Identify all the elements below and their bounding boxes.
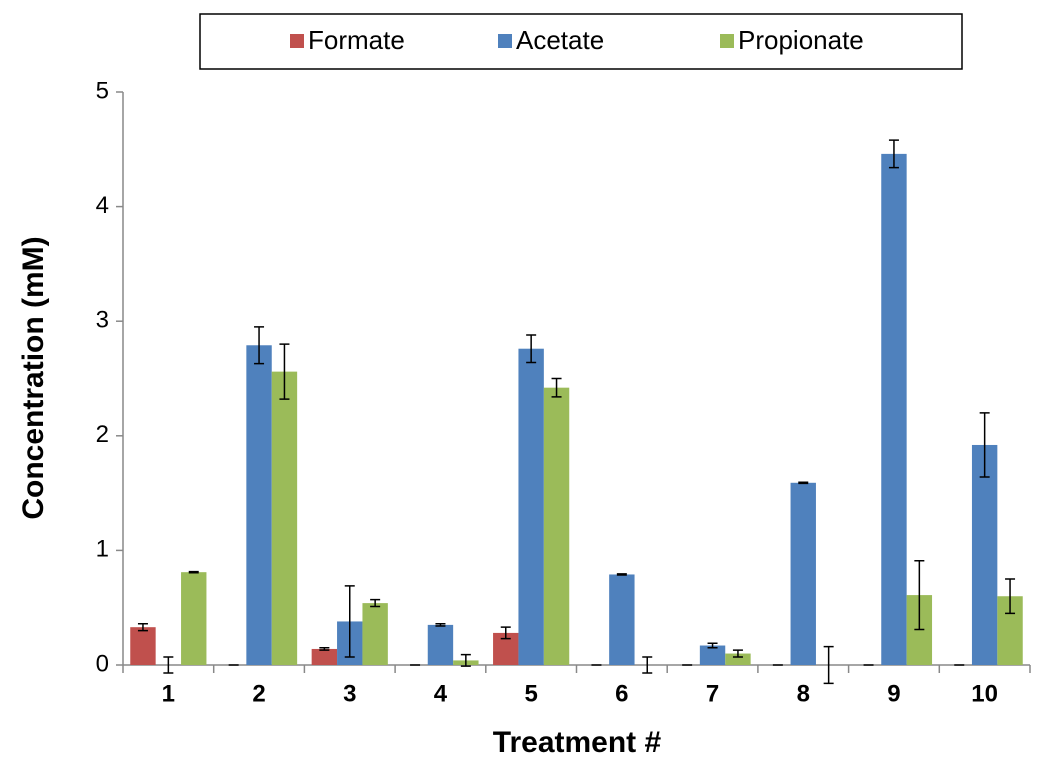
bar: [181, 572, 207, 665]
error-bar: [707, 642, 718, 649]
bar: [362, 603, 388, 665]
error-bar: [500, 626, 511, 640]
bar: [699, 645, 726, 665]
bar: [790, 482, 816, 665]
error-bar: [551, 377, 562, 398]
bar: [609, 574, 635, 665]
error-bar: [137, 622, 148, 632]
x-tick-label: 9: [887, 680, 900, 707]
error-bar: [798, 481, 809, 485]
error-bar: [526, 334, 537, 364]
bar: [271, 371, 298, 665]
x-tick-label: 4: [434, 680, 448, 707]
error-bar: [732, 649, 743, 658]
error-bar: [188, 570, 199, 574]
error-bar: [914, 559, 925, 631]
x-tick-label: 10: [971, 680, 998, 707]
legend-label: Acetate: [516, 25, 604, 55]
x-tick-label: 7: [706, 680, 719, 707]
error-bar: [319, 647, 330, 651]
error-bar: [435, 622, 446, 627]
error-bar: [370, 598, 381, 608]
x-tick-label: 3: [343, 680, 356, 707]
x-tick-label: 6: [615, 680, 628, 707]
bar: [311, 648, 338, 665]
legend-swatch: [290, 34, 304, 48]
error-bar: [642, 656, 653, 674]
error-bar: [460, 653, 471, 667]
legend-box: [199, 13, 963, 70]
error-bar: [1005, 578, 1016, 615]
legend-label: Formate: [308, 25, 405, 55]
bar: [246, 345, 272, 665]
error-bar: [616, 573, 627, 576]
bar: [130, 627, 156, 665]
bar: [427, 624, 454, 665]
y-axis-label: Concentration (mM): [17, 236, 50, 519]
y-tick-label: 0: [96, 650, 109, 677]
y-tick-label: 2: [96, 421, 109, 448]
error-bar: [979, 412, 990, 478]
bar: [543, 387, 570, 665]
y-tick-label: 1: [96, 536, 109, 563]
x-axis-label: Treatment #: [493, 726, 662, 759]
error-bar: [823, 645, 834, 685]
x-tick-label: 1: [162, 680, 175, 707]
error-bar: [888, 139, 899, 169]
legend-swatch: [720, 34, 734, 48]
y-tick-label: 3: [96, 307, 109, 334]
legend-label: Propionate: [738, 25, 864, 55]
bar: [725, 653, 751, 665]
x-tick-label: 8: [797, 680, 810, 707]
bar: [881, 153, 907, 665]
x-tick-label: 2: [252, 680, 265, 707]
y-tick-label: 5: [96, 77, 109, 104]
error-bar: [254, 326, 265, 365]
error-bar: [279, 343, 290, 400]
y-tick-label: 4: [96, 192, 109, 219]
error-bar: [163, 656, 174, 674]
error-bar: [344, 585, 355, 658]
bar: [518, 348, 544, 665]
bar: [971, 444, 998, 665]
x-tick-label: 5: [524, 680, 537, 707]
legend-swatch: [498, 34, 512, 48]
